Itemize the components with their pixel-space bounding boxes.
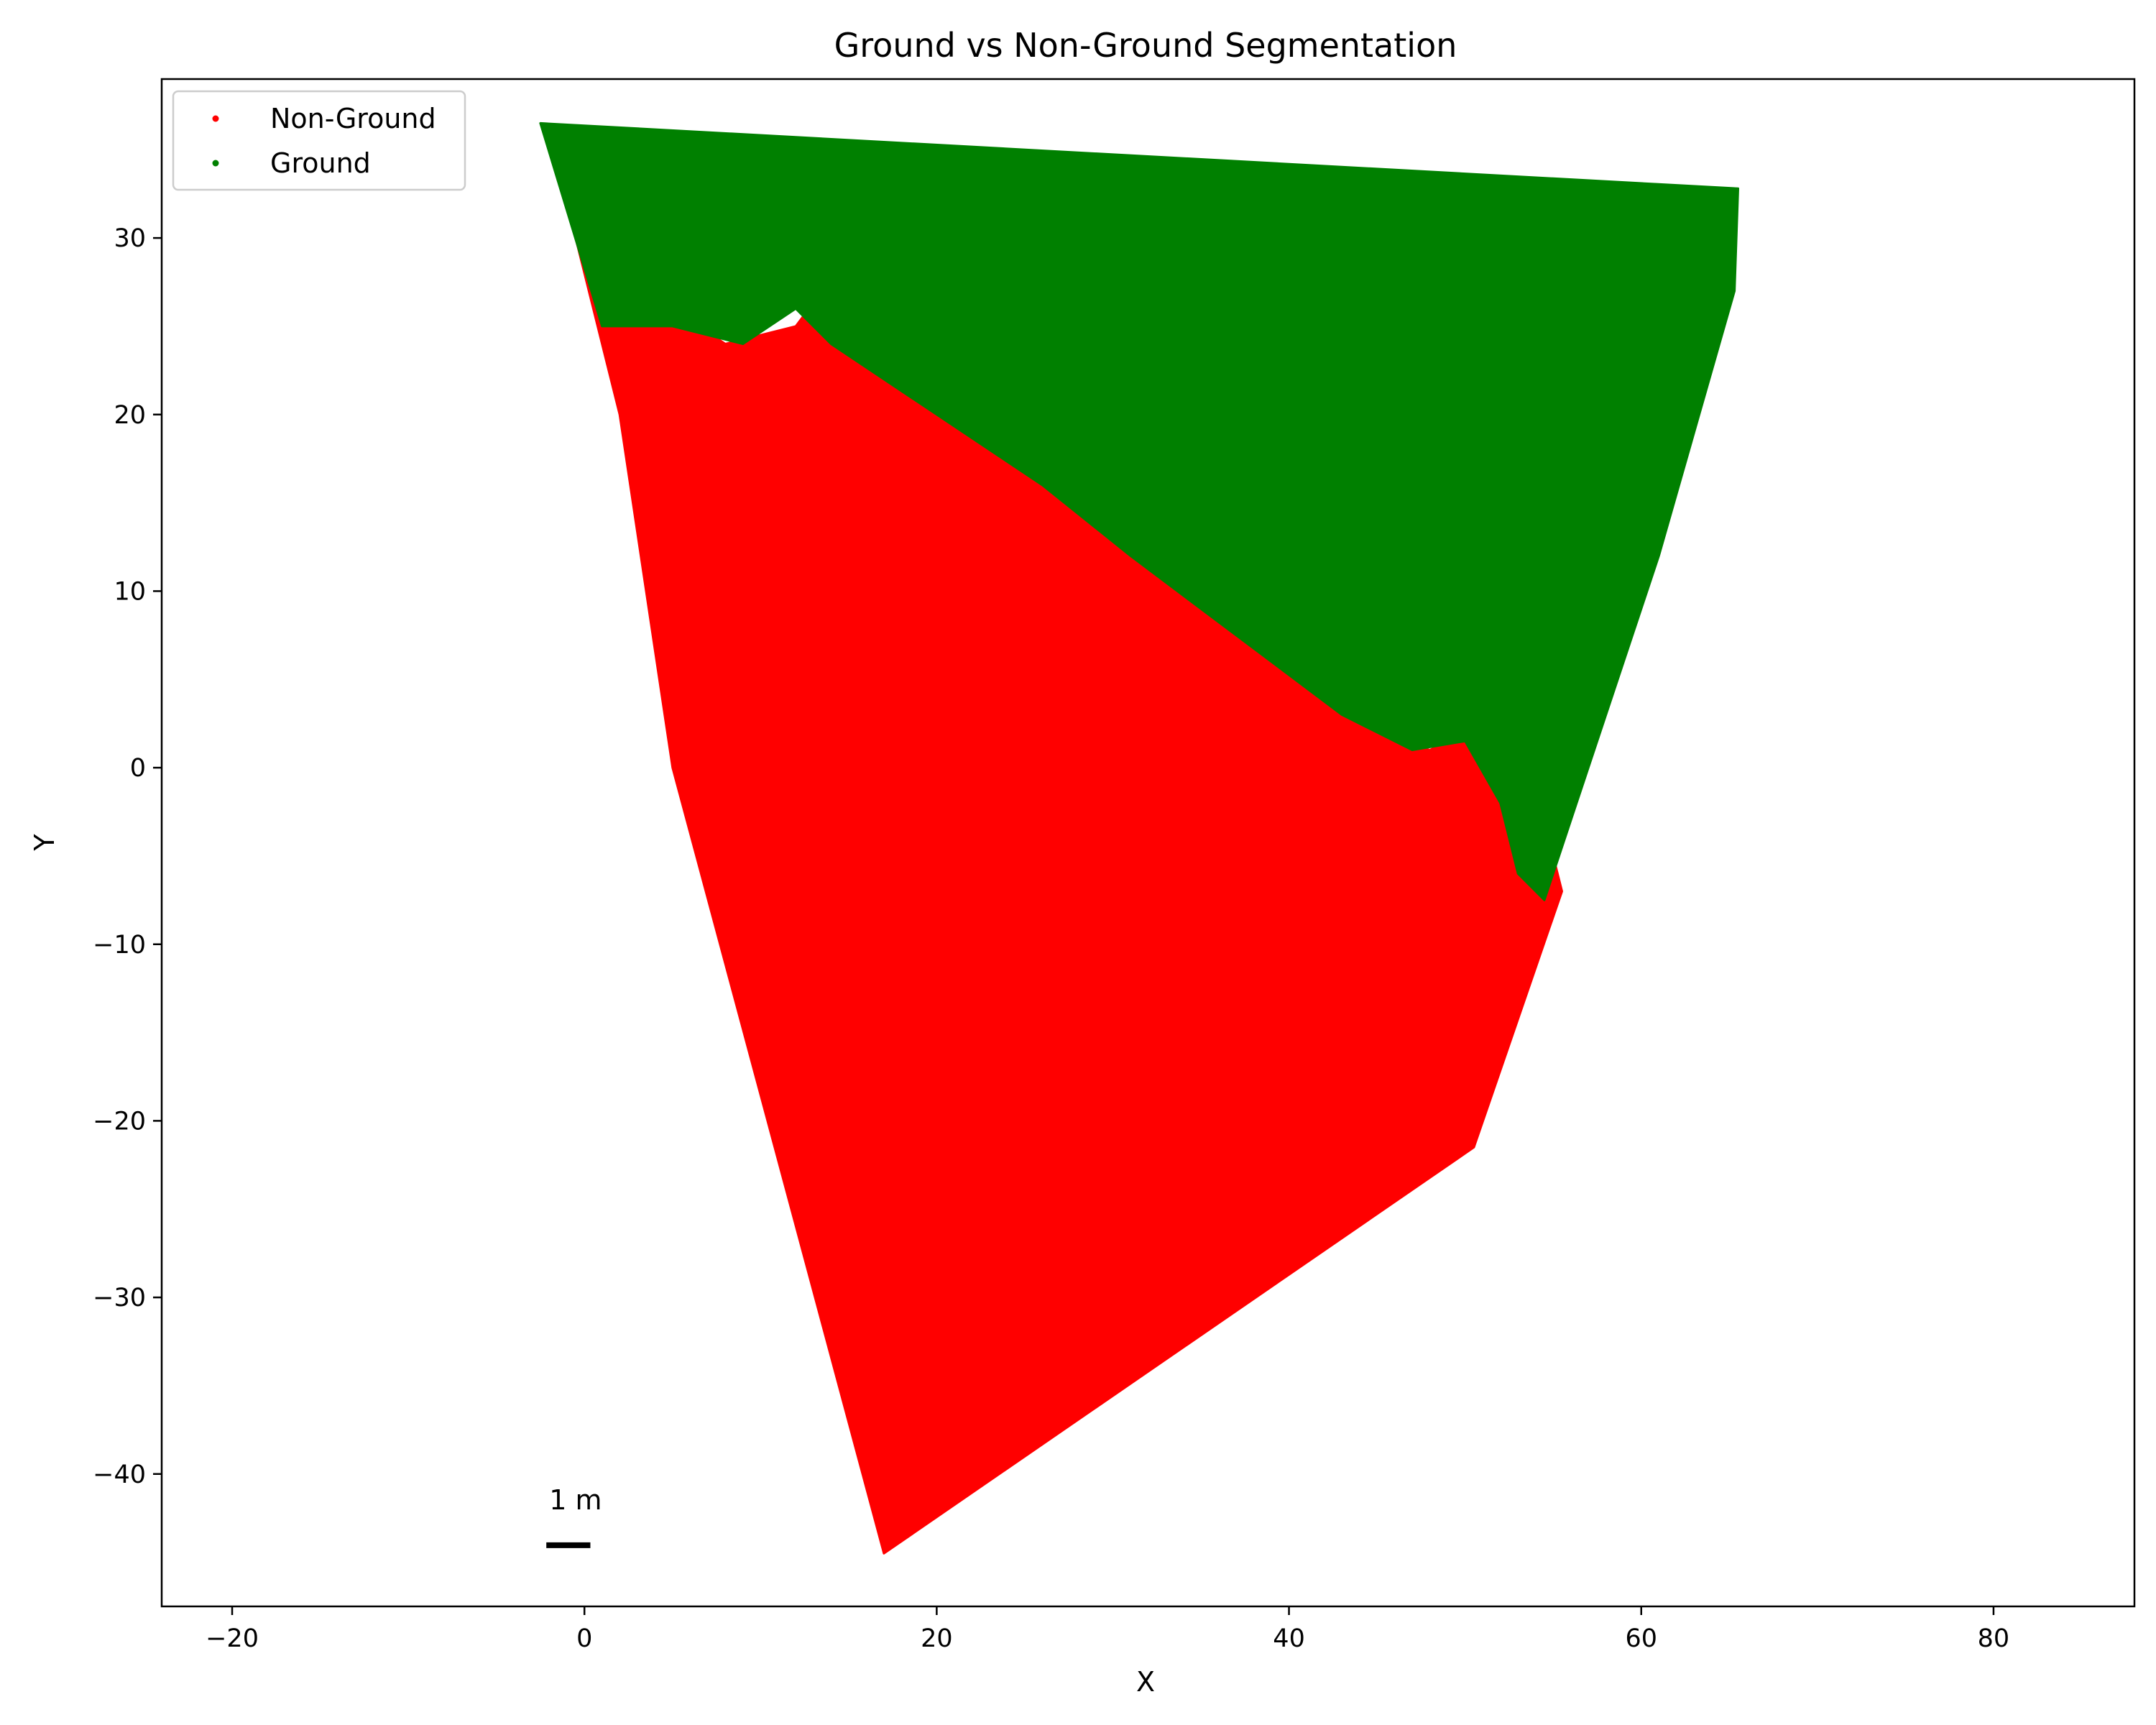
- y-tick-label: 20: [114, 401, 146, 430]
- series-1-point-cloud: [539, 121, 1739, 901]
- x-axis-ticks: −20 0 20 40 60 80: [206, 1606, 2009, 1653]
- legend-box: [172, 90, 466, 191]
- y-tick-label: −20: [93, 1107, 146, 1136]
- plot-area: 1 m: [539, 121, 1739, 1555]
- legend-marker-1: [212, 160, 219, 167]
- x-tick-label: 0: [576, 1624, 592, 1653]
- y-axis-label: Y: [29, 834, 60, 852]
- legend: Non-Ground Ground: [172, 90, 466, 191]
- x-tick-label: 40: [1273, 1624, 1305, 1653]
- annotation-0-label: 1 m: [549, 1484, 602, 1516]
- x-tick-label: 60: [1625, 1624, 1657, 1653]
- y-axis-ticks: −40 −30 −20 −10 0 10 20 30: [93, 224, 162, 1489]
- y-tick-label: 0: [130, 754, 146, 783]
- chart-title: Ground vs Non-Ground Segmentation: [834, 26, 1457, 65]
- legend-label-0: Non-Ground: [270, 103, 436, 134]
- y-tick-label: 30: [114, 224, 146, 253]
- y-tick-label: 10: [114, 577, 146, 606]
- x-tick-label: 80: [1978, 1624, 2010, 1653]
- y-tick-label: −40: [93, 1460, 146, 1489]
- y-tick-label: −10: [93, 931, 146, 960]
- legend-marker-0: [212, 115, 219, 122]
- annotation-layer: 1 m: [546, 1484, 602, 1548]
- series-layer: [539, 121, 1739, 1555]
- x-tick-label: −20: [206, 1624, 259, 1653]
- y-tick-label: −30: [93, 1284, 146, 1312]
- plot-frame: [160, 78, 2136, 1608]
- legend-label-1: Ground: [270, 147, 371, 179]
- x-axis-label: X: [1136, 1666, 1155, 1698]
- x-tick-label: 20: [921, 1624, 953, 1653]
